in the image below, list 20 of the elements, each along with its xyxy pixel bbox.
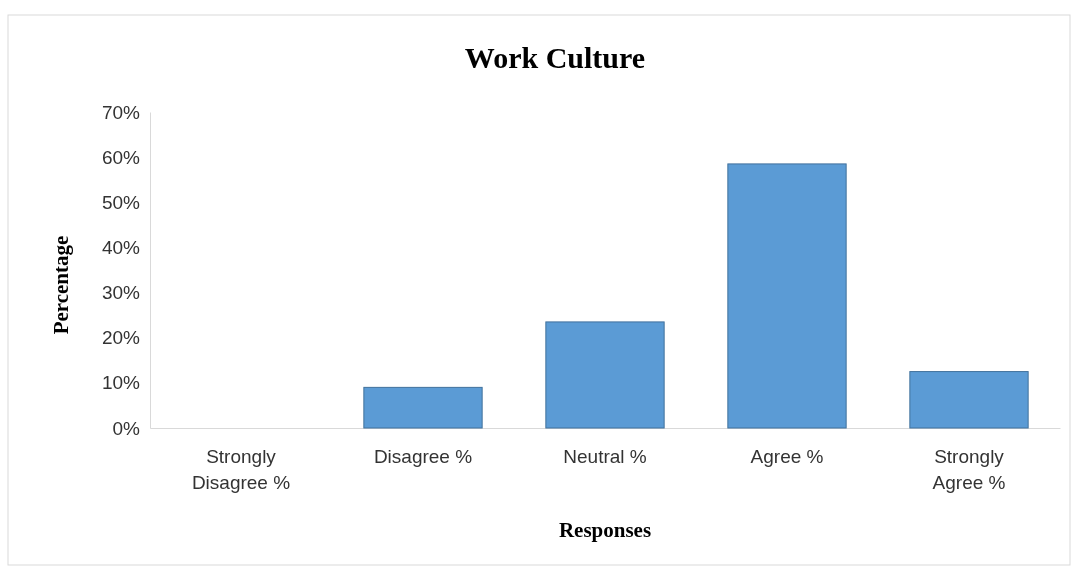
bar [909,371,1029,429]
y-axis-title: Percentage [49,235,73,335]
y-tick-label: 20% [101,327,141,349]
x-axis-title: Responses [558,518,652,542]
x-tick-label: Neutral % [563,446,647,468]
y-tick-label: 40% [101,237,141,259]
y-tick-label: 70% [101,101,141,123]
chart-title: Work Culture [464,41,646,74]
y-tick-label: 30% [101,282,141,304]
y-tick-label: 10% [101,372,141,394]
y-tick-label: 60% [101,146,141,168]
y-tick-label: 0% [112,417,141,439]
y-tick-label: 50% [101,191,141,213]
x-tick-label: Strongly Agree % [932,446,1006,494]
x-tick-label: Strongly Disagree % [191,446,291,494]
x-tick-label: Agree % [750,446,824,468]
bar [363,386,483,429]
bar [545,321,665,429]
x-tick-label: Disagree % [373,446,473,468]
bar [727,163,847,429]
